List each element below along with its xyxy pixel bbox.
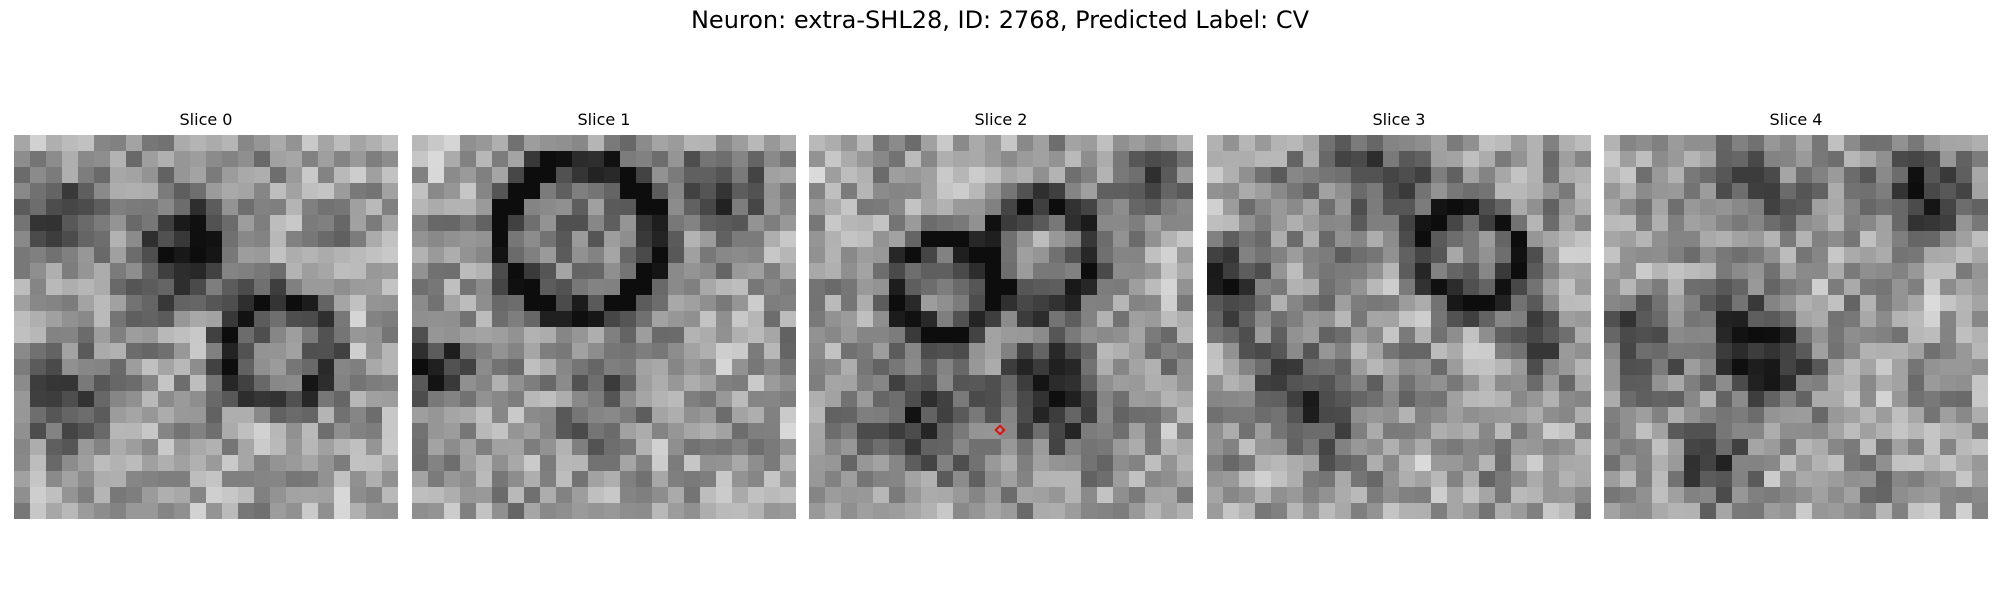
slice-image-3: [1207, 135, 1591, 519]
slice-image-2: [809, 135, 1193, 519]
slice-panel-0: Slice 0: [14, 108, 398, 519]
slice-panel-3: Slice 3: [1207, 108, 1591, 519]
slice-image-0: [14, 135, 398, 519]
slice-image-1: [412, 135, 796, 519]
slice-title: Slice 4: [1769, 110, 1823, 129]
slice-title: Slice 0: [179, 110, 233, 129]
slice-image-4: [1604, 135, 1988, 519]
slice-panel-1: Slice 1: [412, 108, 796, 519]
slice-title: Slice 2: [974, 110, 1028, 129]
slice-title: Slice 3: [1372, 110, 1426, 129]
slice-title: Slice 1: [577, 110, 631, 129]
slice-panel-4: Slice 4: [1604, 108, 1988, 519]
figure-title: Neuron: extra-SHL28, ID: 2768, Predicted…: [690, 6, 1310, 34]
slice-panel-2: Slice 2: [809, 108, 1193, 519]
